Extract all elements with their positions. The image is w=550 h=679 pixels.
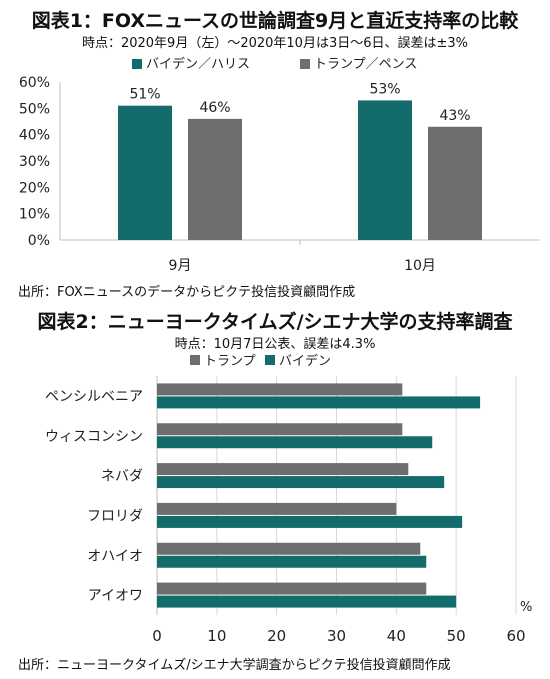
x-tick-label: 0 — [152, 627, 162, 645]
legend-label-0: バイデン／ハリス — [146, 56, 250, 72]
bar — [157, 502, 397, 515]
chart2-title: 図表2：ニューヨークタイムズ/シエナ大学の支持率調査 — [37, 311, 513, 333]
data-label: 51% — [129, 87, 160, 103]
y-tick-label: 30% — [19, 154, 50, 170]
x-tick-label: 30 — [327, 627, 346, 645]
x-tick-label: 10 — [207, 627, 226, 645]
bar — [157, 383, 403, 396]
data-label: 43% — [439, 108, 470, 124]
x-tick-label: 50 — [447, 627, 466, 645]
y-tick-label: 20% — [19, 180, 50, 196]
legend-swatch-1 — [300, 59, 310, 69]
category-label: ネバダ — [101, 469, 143, 485]
bar — [188, 118, 242, 240]
chart2-subtitle: 時点：10月7日公表、誤差は4.3% — [174, 337, 376, 352]
x-tick-label: 10月 — [404, 258, 436, 274]
legend-label-0: トランプ — [204, 354, 256, 369]
bar — [157, 582, 427, 595]
legend-label-1: トランプ／ペンス — [314, 57, 417, 72]
chart1-subtitle: 時点：2020年9月（左）～2020年10月は3日～6日、誤差は±3% — [81, 36, 469, 51]
x-tick-label: 9月 — [169, 258, 192, 274]
category-label: ペンシルベニア — [45, 389, 143, 405]
data-label: 46% — [199, 100, 230, 116]
x-tick-label: 40 — [387, 627, 406, 645]
legend-swatch-1 — [265, 355, 275, 365]
bar — [157, 436, 433, 449]
category-label: オハイオ — [87, 548, 143, 564]
bar — [157, 476, 445, 489]
unit-label: % — [520, 600, 532, 615]
y-tick-label: 40% — [19, 128, 50, 144]
bar — [118, 105, 172, 240]
legend-swatch-0 — [190, 355, 200, 365]
bar — [157, 463, 409, 476]
bar — [358, 100, 412, 240]
chart1-title: 図表1：FOXニュースの世論調査9月と直近支持率の比較 — [31, 10, 519, 32]
bar — [157, 423, 403, 436]
bar — [157, 515, 463, 528]
bar — [157, 396, 481, 409]
bar — [428, 126, 482, 240]
category-label: フロリダ — [87, 508, 143, 524]
legend-label-1: バイデン — [279, 353, 331, 369]
bar — [157, 595, 457, 608]
category-label: ウィスコンシン — [45, 429, 143, 445]
x-tick-label: 20 — [267, 627, 286, 645]
y-tick-label: 0% — [28, 233, 50, 249]
chart2-plot: トランプ バイデン 0 10 20 30 40 50 60 ペンシルベニアウィスコンシンネバダフロ… — [45, 353, 532, 645]
y-tick-label: 50% — [19, 101, 50, 117]
chart1-source: 出所：FOXニュースのデータからピクテ投信投資顧問作成 — [18, 285, 356, 300]
data-label: 53% — [369, 81, 400, 97]
chart1-plot: バイデン／ハリス トランプ／ペンス 0% 10% 20% 30% 40% 50% 60% 51% 4… — [19, 56, 540, 274]
chart2-source: 出所：ニューヨークタイムズ/シエナ大学調査からピクテ投信投資顧問作成 — [18, 658, 451, 673]
y-tick-label: 10% — [19, 207, 50, 223]
category-label: アイオワ — [88, 588, 143, 604]
bar — [157, 555, 427, 568]
legend-swatch-0 — [132, 59, 142, 69]
bar — [157, 542, 421, 555]
y-tick-label: 60% — [19, 75, 50, 91]
x-tick-label: 60 — [506, 627, 525, 645]
